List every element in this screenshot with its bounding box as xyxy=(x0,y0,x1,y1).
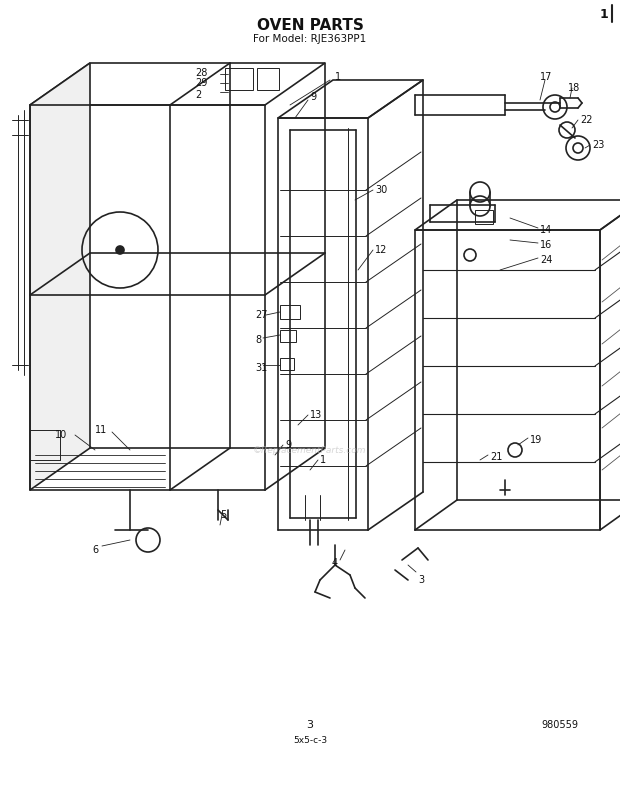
Text: 11: 11 xyxy=(95,425,107,435)
Bar xyxy=(475,210,493,224)
Text: 5: 5 xyxy=(220,510,226,520)
Polygon shape xyxy=(30,63,90,490)
Bar xyxy=(280,305,300,319)
Text: OVEN PARTS: OVEN PARTS xyxy=(257,18,363,33)
Text: 1: 1 xyxy=(320,455,326,465)
Text: 23: 23 xyxy=(592,140,604,150)
Text: 3: 3 xyxy=(306,720,314,730)
Text: 8: 8 xyxy=(255,335,261,345)
Text: 27: 27 xyxy=(255,310,267,320)
Text: 2: 2 xyxy=(195,90,202,100)
Text: 9: 9 xyxy=(285,440,291,450)
Text: 10: 10 xyxy=(55,430,67,440)
Text: 22: 22 xyxy=(580,115,593,125)
Bar xyxy=(257,68,279,90)
Text: 1: 1 xyxy=(600,8,608,21)
Circle shape xyxy=(116,246,124,254)
Text: 980559: 980559 xyxy=(541,720,578,730)
Text: 5x5-c-3: 5x5-c-3 xyxy=(293,736,327,745)
Text: 6: 6 xyxy=(92,545,98,555)
Text: 9: 9 xyxy=(310,92,316,102)
Text: 29: 29 xyxy=(195,78,207,88)
Text: 24: 24 xyxy=(540,255,552,265)
Text: 3: 3 xyxy=(418,575,424,585)
Text: 30: 30 xyxy=(375,185,388,195)
Text: 14: 14 xyxy=(540,225,552,235)
Text: 16: 16 xyxy=(540,240,552,250)
Bar xyxy=(280,358,294,370)
Text: 12: 12 xyxy=(375,245,388,255)
Text: 21: 21 xyxy=(490,452,502,462)
Text: 17: 17 xyxy=(540,72,552,82)
Bar xyxy=(280,330,296,342)
Bar xyxy=(225,68,253,90)
Text: 19: 19 xyxy=(530,435,542,445)
Text: For Model: RJE363PP1: For Model: RJE363PP1 xyxy=(254,34,366,44)
Text: 18: 18 xyxy=(568,83,580,93)
Text: ©ReplacementParts.com: ©ReplacementParts.com xyxy=(253,446,367,455)
Text: 31: 31 xyxy=(255,363,267,373)
Text: 1: 1 xyxy=(335,72,341,82)
Text: 28: 28 xyxy=(195,68,207,78)
Text: 13: 13 xyxy=(310,410,322,420)
Text: 4: 4 xyxy=(332,558,338,568)
